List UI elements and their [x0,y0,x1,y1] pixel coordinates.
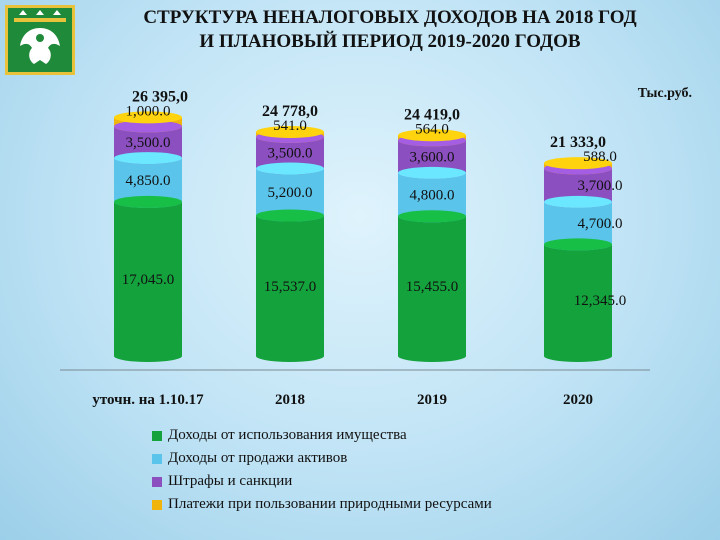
bar-segment-top [114,120,182,133]
data-label: 1,000.0 [126,103,171,119]
category-label: 2020 [563,392,593,408]
total-label: 24 419,0 [404,106,460,123]
bar-segment-top [398,166,466,179]
legend-item: Платежи при пользовании природными ресур… [152,493,492,516]
data-label: 588.0 [583,149,617,165]
legend-swatch [152,499,162,510]
legend-label: Доходы от использования имущества [168,427,407,443]
bar-segment [398,172,466,217]
bar-segment-top [256,126,324,139]
data-label: 3,700.0 [578,178,623,194]
bar-segment [398,216,466,356]
title-line-1: СТРУКТУРА НЕНАЛОГОВЫХ ДОХОДОВ НА 2018 ГО… [143,7,637,28]
bar-segment-top [114,195,182,208]
data-label: 3,500.0 [126,135,171,151]
units-label: Тыс.руб. [637,86,692,101]
data-label: 3,500.0 [268,146,313,162]
bar-segment-top [398,210,466,223]
bar-segment-top [256,162,324,175]
data-label: 541.0 [273,118,307,134]
data-label: 3,600.0 [410,150,455,166]
data-label: 564.0 [415,121,449,137]
total-label: 21 333,0 [550,134,606,151]
bar-segment [256,215,324,356]
legend-label: Платежи при пользовании природными ресур… [168,496,492,512]
data-label: 15,537.0 [264,279,317,295]
chart-title: СТРУКТУРА НЕНАЛОГОВЫХ ДОХОДОВ НА 2018 ГО… [80,6,700,54]
bar-segment-top [544,238,612,251]
legend-item: Штрафы и санкции [152,470,492,493]
coat-of-arms-icon [4,4,76,76]
bar-segment-bottom [256,350,324,362]
data-label: 12,345.0 [574,293,627,309]
bar-segment [256,168,324,216]
bar-segment-top [256,209,324,222]
data-label: 15,455.0 [406,279,459,295]
data-label: 4,800.0 [410,188,455,204]
bar-segment-top [544,157,612,170]
data-label: 17,045.0 [122,272,175,288]
legend-item: Доходы от продажи активов [152,447,492,470]
title-line-2: И ПЛАНОВЫЙ ПЕРИОД 2019-2020 ГОДОВ [199,31,581,52]
bar-segment-top [544,195,612,208]
data-label: 4,700.0 [578,216,623,232]
bar-segment-bottom [398,350,466,362]
category-label: 2019 [417,392,447,408]
bar-segment-top [398,129,466,142]
total-label: 26 395,0 [132,88,188,105]
category-label: 2018 [275,392,305,408]
legend-swatch [152,430,162,441]
bar-segment-bottom [544,350,612,362]
legend: Доходы от использования имущества Доходы… [152,424,492,516]
data-label: 4,850.0 [126,173,171,189]
legend-item: Доходы от использования имущества [152,424,492,447]
legend-label: Доходы от продажи активов [168,450,348,466]
category-label: уточн. на 1.10.17 [92,392,204,408]
bar-segment-bottom [114,350,182,362]
bar-segment [114,158,182,202]
legend-swatch [152,453,162,464]
bar-segment-top [114,111,182,124]
bar-segment [114,201,182,356]
stacked-bar-chart: 17,045.0 4,850.0 3,500.0 1,000.026 395,0 уто… [60,88,650,408]
bar-segment [544,201,612,245]
bar-segment-top [114,152,182,165]
data-label: 5,200.0 [268,185,313,201]
legend-label: Штрафы и санкции [168,473,293,489]
legend-swatch [152,476,162,487]
bar-segment [544,244,612,356]
total-label: 24 778,0 [262,103,318,120]
